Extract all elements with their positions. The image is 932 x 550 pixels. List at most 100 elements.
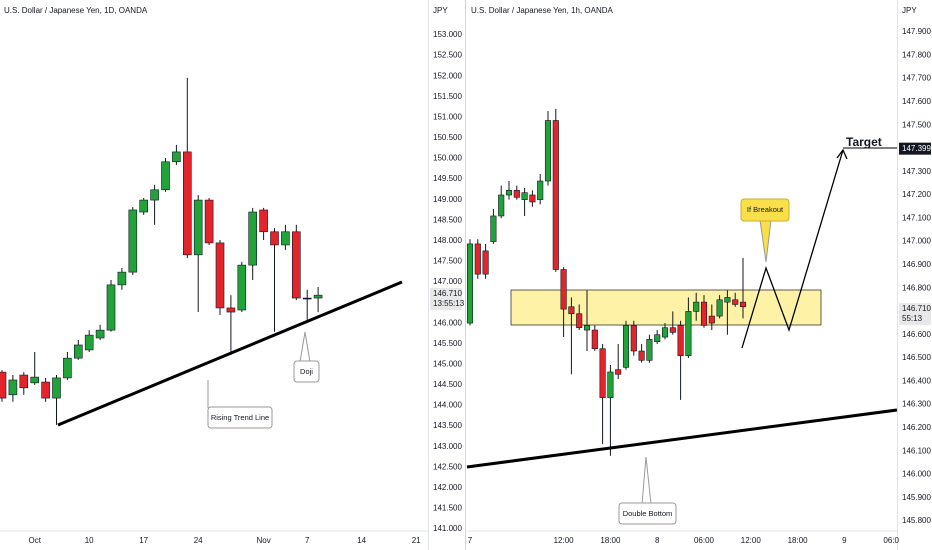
candle-body xyxy=(63,357,72,379)
candle-body xyxy=(716,299,723,317)
y-tick-label: 147.100 xyxy=(902,213,931,222)
x-tick-label: 12:00 xyxy=(554,536,575,545)
y-tick-label: 153.000 xyxy=(433,30,462,39)
y-tick-label: 150.000 xyxy=(433,154,462,163)
arrow-head xyxy=(836,148,848,160)
candle-body xyxy=(693,301,700,312)
candle-body xyxy=(313,294,323,299)
candle-body xyxy=(513,190,520,198)
x-tick-label: 18:00 xyxy=(600,536,621,545)
y-tick-label: 146.300 xyxy=(902,400,931,409)
x-tick-label: Nov xyxy=(256,536,270,545)
candle-body xyxy=(732,299,739,305)
candle-body xyxy=(302,297,312,300)
y-tick-label: 152.000 xyxy=(433,71,462,80)
x-tick-label: 17 xyxy=(139,536,148,545)
x-tick-label: 7 xyxy=(305,536,310,545)
candle-body xyxy=(537,180,544,200)
y-tick-label: 147.700 xyxy=(902,74,931,83)
candle-body xyxy=(583,325,591,331)
candle-body xyxy=(638,350,645,361)
candle-body xyxy=(739,301,747,308)
x-tick-label: 14 xyxy=(357,536,366,545)
candle-body xyxy=(270,231,279,246)
candle-body xyxy=(521,192,528,200)
y-tick-label: 146.900 xyxy=(902,260,931,269)
y-tick-label: 146.800 xyxy=(902,283,931,292)
y-tick-label: 147.500 xyxy=(902,120,931,129)
candle-body xyxy=(128,209,138,273)
y-tick-label: 149.500 xyxy=(433,174,462,183)
callout-box xyxy=(207,406,273,429)
y-tick-label: 147.500 xyxy=(433,257,462,266)
callout-box xyxy=(740,198,790,222)
candles xyxy=(0,77,747,456)
y-tick-label: 146.500 xyxy=(902,353,931,362)
candle-body xyxy=(95,329,105,339)
y-tick-label: 150.500 xyxy=(433,133,462,142)
target-label: Target xyxy=(846,135,882,149)
y-tick-label: 146.400 xyxy=(902,376,931,385)
y-tick-label: 146.000 xyxy=(902,470,931,479)
candle-body xyxy=(661,327,669,338)
candle-body xyxy=(161,161,170,191)
candle-body xyxy=(281,231,290,246)
y-tick-label: 151.000 xyxy=(433,112,462,121)
candle-body xyxy=(74,344,83,359)
y-tick-label: 147.900 xyxy=(902,27,931,36)
target-price-box xyxy=(899,142,931,155)
candle-body xyxy=(117,271,127,286)
x-tick-label: 12:00 xyxy=(741,536,762,545)
annotation: Doji xyxy=(300,367,313,376)
candle-body xyxy=(646,339,653,361)
y-tick-label: 145.500 xyxy=(433,339,462,348)
y-tick-label: 147.800 xyxy=(902,50,931,59)
candle-body xyxy=(183,151,192,256)
y-tick-label: 146.100 xyxy=(902,446,931,455)
x-tick-label: 24 xyxy=(194,536,203,545)
countdown-label: 13:55:13 xyxy=(433,299,465,308)
candle-body xyxy=(505,190,513,196)
candle-body xyxy=(700,301,708,326)
candle-body xyxy=(248,211,257,266)
y-tick-label: 142.000 xyxy=(433,483,462,492)
y-tick-label: 143.500 xyxy=(433,421,462,430)
candle-body xyxy=(41,381,50,399)
axis-unit: JPY xyxy=(433,6,448,15)
y-tick-label: 144.000 xyxy=(433,401,462,410)
candle-body xyxy=(615,369,622,375)
candle-body xyxy=(172,151,181,163)
y-tick-label: 146.000 xyxy=(433,318,462,327)
y-tick-label: 145.900 xyxy=(902,493,931,502)
candle-body xyxy=(215,242,225,309)
callout-box xyxy=(618,502,677,525)
candle-body xyxy=(677,325,684,356)
candle-body xyxy=(568,306,575,315)
candle-body xyxy=(52,377,61,399)
y-tick-label: 145.000 xyxy=(433,359,462,368)
candle-body xyxy=(669,327,676,333)
y-tick-label: 148.500 xyxy=(433,215,462,224)
y-tick-label: 143.000 xyxy=(433,442,462,451)
y-tick-label: 148.000 xyxy=(433,236,462,245)
chart-title: U.S. Dollar / Japanese Yen, 1D, OANDA xyxy=(4,6,148,15)
y-tick-label: 147.300 xyxy=(902,167,931,176)
y-tick-label: 144.500 xyxy=(433,380,462,389)
x-tick-label: 10 xyxy=(85,536,94,545)
y-tick-label: 146.600 xyxy=(902,330,931,339)
candle-body xyxy=(237,264,247,311)
callout-box xyxy=(293,360,320,383)
callout-pointer xyxy=(641,456,652,505)
candle-body xyxy=(30,376,40,384)
current-price-label: 146.710 xyxy=(902,304,931,313)
candle-body xyxy=(482,250,489,275)
x-tick-label: 06:00 xyxy=(694,536,715,545)
projection-path xyxy=(741,149,844,349)
y-tick-label: 147.000 xyxy=(902,237,931,246)
annotation: Rising Trend Line xyxy=(211,413,269,422)
target-price-label: 147.399 xyxy=(902,144,931,153)
candle-body xyxy=(490,215,497,242)
y-tick-label: 141.000 xyxy=(433,524,462,533)
countdown-label: 55:13 xyxy=(902,314,923,323)
